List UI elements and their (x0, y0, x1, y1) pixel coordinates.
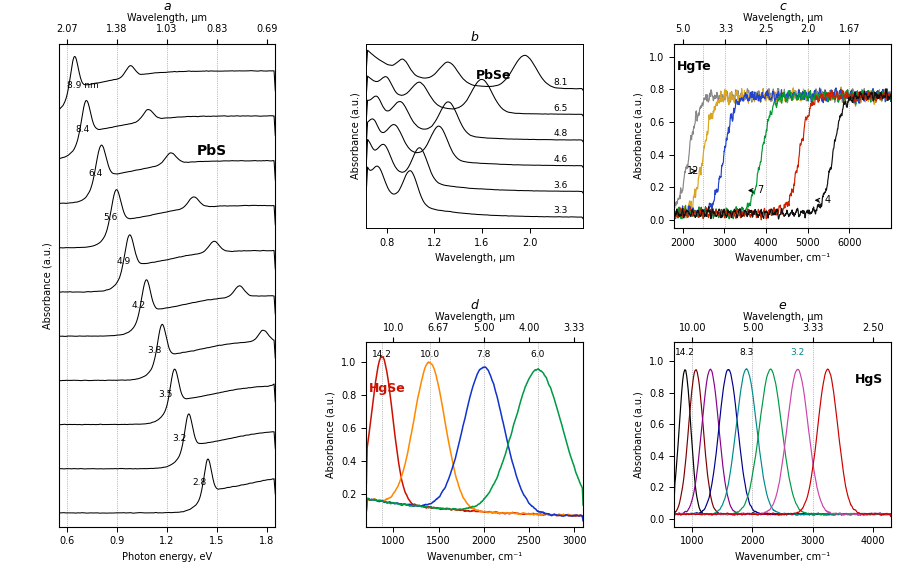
Text: 6.5: 6.5 (554, 104, 568, 112)
Y-axis label: Absorbance (a.u.): Absorbance (a.u.) (351, 93, 361, 179)
X-axis label: Wavelength, μm: Wavelength, μm (435, 253, 515, 263)
Title: a: a (163, 0, 171, 13)
Text: 4.6: 4.6 (554, 155, 568, 164)
Title: b: b (471, 31, 479, 44)
Text: HgTe: HgTe (677, 60, 712, 73)
Text: HgSe: HgSe (369, 382, 406, 395)
Text: 4.9: 4.9 (117, 257, 131, 267)
X-axis label: Wavelength, μm: Wavelength, μm (127, 13, 207, 23)
Text: 14.2: 14.2 (373, 350, 392, 359)
Text: 6.4: 6.4 (88, 169, 103, 178)
Text: 7: 7 (749, 186, 764, 196)
X-axis label: Wavelength, μm: Wavelength, μm (742, 13, 823, 23)
X-axis label: Wavelength, μm: Wavelength, μm (742, 312, 823, 322)
Text: 12: 12 (687, 166, 699, 176)
Text: 10.0: 10.0 (419, 350, 439, 359)
Text: 6.0: 6.0 (531, 350, 545, 359)
Text: 4: 4 (815, 196, 831, 205)
Y-axis label: Absorbance (a.u.): Absorbance (a.u.) (634, 391, 643, 478)
Text: HgS: HgS (855, 373, 883, 386)
Y-axis label: Absorbance (a.u.): Absorbance (a.u.) (634, 93, 643, 179)
Text: 14.2: 14.2 (675, 347, 695, 357)
Title: d: d (471, 299, 479, 312)
Y-axis label: Absorbance (a.u.): Absorbance (a.u.) (43, 242, 53, 329)
Title: c: c (779, 0, 786, 13)
Text: 4.8: 4.8 (554, 129, 568, 139)
Text: 3.8: 3.8 (147, 346, 161, 354)
X-axis label: Wavenumber, cm⁻¹: Wavenumber, cm⁻¹ (428, 552, 522, 562)
Text: PbS: PbS (197, 144, 227, 158)
X-axis label: Wavenumber, cm⁻¹: Wavenumber, cm⁻¹ (735, 253, 830, 263)
Y-axis label: Absorbance (a.u.): Absorbance (a.u.) (326, 391, 336, 478)
Text: 7.8: 7.8 (477, 350, 491, 359)
Text: 3.2: 3.2 (790, 347, 805, 357)
Text: 8.9 nm: 8.9 nm (67, 81, 99, 90)
Title: e: e (778, 299, 787, 312)
Text: 8.3: 8.3 (739, 347, 753, 357)
Text: PbSe: PbSe (476, 69, 511, 81)
Text: 5.6: 5.6 (104, 213, 118, 222)
X-axis label: Wavelength, μm: Wavelength, μm (435, 312, 515, 322)
Text: 3.6: 3.6 (554, 180, 568, 190)
Text: 3.5: 3.5 (158, 390, 173, 399)
Text: 8.1: 8.1 (554, 78, 568, 87)
Text: 3.3: 3.3 (554, 206, 568, 215)
X-axis label: Photon energy, eV: Photon energy, eV (122, 552, 212, 562)
X-axis label: Wavenumber, cm⁻¹: Wavenumber, cm⁻¹ (735, 552, 830, 562)
Text: 4.2: 4.2 (132, 301, 146, 310)
Text: 3.2: 3.2 (172, 434, 186, 443)
Text: 8.4: 8.4 (76, 125, 89, 134)
Text: 2.8: 2.8 (192, 478, 206, 487)
